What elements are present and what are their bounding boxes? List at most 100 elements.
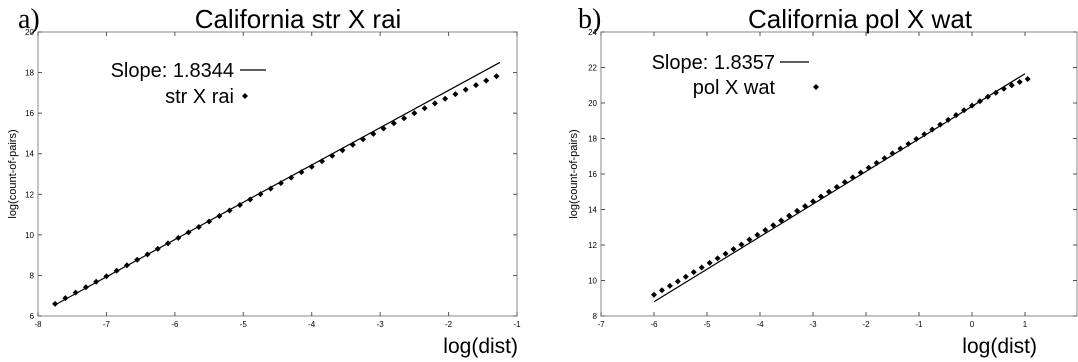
panel-b-data-point xyxy=(786,212,793,219)
panel-b-data-point xyxy=(841,179,848,186)
panel-b-x-axis-label: log(dist) xyxy=(962,335,1037,358)
panel-b-data-point xyxy=(857,169,864,176)
panel-a-data-point xyxy=(298,169,305,176)
panel-a-x-tick-label: -3 xyxy=(377,320,385,329)
panel-b-y-axis-label: log(count-of-pairs) xyxy=(568,129,580,218)
panel-b-data-point xyxy=(778,217,785,224)
panel-a-data-point xyxy=(452,91,459,98)
panel-a-data-point xyxy=(308,163,315,170)
panel-b-fit-line xyxy=(653,73,1026,303)
panel-a-y-tick-label: 14 xyxy=(25,150,34,159)
panel-a-data-point xyxy=(236,202,243,209)
panel-a-data-point xyxy=(175,234,182,241)
panel-b-data-point xyxy=(658,287,665,294)
panel-b-y-tick-label: 18 xyxy=(588,135,597,144)
panel-a-data-point xyxy=(390,120,397,127)
panel-a-data-point xyxy=(195,223,202,230)
panel-a-data-point xyxy=(206,218,213,225)
panel-b-x-tick-label: -4 xyxy=(756,320,764,329)
panel-a-x-tick-label: -5 xyxy=(240,320,248,329)
panel-a-data-point xyxy=(247,196,254,203)
panel-b-legend-points-label: pol X wat xyxy=(693,77,776,99)
panel-a-data-point xyxy=(360,136,367,143)
panel-b-data-point xyxy=(1008,82,1015,89)
panel-b-data-point xyxy=(810,198,816,205)
panel-b-data-point xyxy=(706,259,713,266)
panel-b-data-point xyxy=(961,107,968,114)
panel-b-legend-points-sample xyxy=(813,84,819,90)
panel-a-x-tick-label: -6 xyxy=(171,320,179,329)
panel-b-data-point xyxy=(674,278,681,285)
panel-b-data-point xyxy=(937,121,944,128)
panel-a-x-axis-label: log(dist) xyxy=(443,335,518,358)
panel-b-data-point xyxy=(865,164,872,171)
panel-a-data-point xyxy=(462,86,469,93)
panel-a-data-point xyxy=(185,229,192,236)
panel-b-data-point xyxy=(770,222,777,229)
panel-a-y-tick-label: 16 xyxy=(25,109,34,118)
panel-a-legend-points-label: str X rai xyxy=(165,86,234,108)
panel-b-data-point xyxy=(1024,76,1031,83)
panel-a-data-point xyxy=(277,180,284,187)
panel-a-data-point xyxy=(257,191,264,198)
panel-b-data-point xyxy=(714,255,721,262)
panel-b-data-point xyxy=(698,264,705,271)
panel-a-data-point xyxy=(411,110,418,117)
panel-b-data-point xyxy=(722,250,729,257)
panel-b-x-tick-label: -5 xyxy=(703,320,711,329)
panel-a-data-point xyxy=(442,95,449,102)
panel-a-data-point xyxy=(113,267,120,274)
panel-b-panel-tag: b) xyxy=(578,4,601,35)
panel-b-y-tick-label: 20 xyxy=(588,99,597,108)
panel-b-legend-line-label: Slope: 1.8357 xyxy=(652,52,775,74)
panel-b-data-point xyxy=(682,273,689,280)
panel-a-data-point xyxy=(339,147,346,154)
panel-a-data-point xyxy=(431,100,438,107)
panel-b-x-tick-label: 0 xyxy=(970,320,975,329)
panel-a-data-point xyxy=(288,174,295,181)
panel-a-data-point xyxy=(493,73,500,80)
panel-b-data-point xyxy=(1000,85,1007,92)
panel-b-data-point xyxy=(651,291,657,298)
panel-b-data-point xyxy=(1016,79,1023,86)
panel-b-data-point xyxy=(889,150,896,157)
panel-a-data-point xyxy=(52,300,59,307)
panel-b-data-point xyxy=(905,140,912,147)
panel-a-data-point xyxy=(370,130,377,137)
panel-b-y-tick-label: 12 xyxy=(588,241,597,250)
panel-b-data-point xyxy=(929,126,936,133)
panel-b-data-point xyxy=(984,93,991,100)
panel-b-data-point xyxy=(833,183,840,190)
panel-b-data-point xyxy=(802,203,809,210)
panel-b-y-tick-label: 24 xyxy=(588,28,597,37)
panel-b-x-tick-label: -3 xyxy=(809,320,817,329)
panel-a-plot-frame xyxy=(37,31,518,317)
panel-b-x-tick-label: -7 xyxy=(597,320,605,329)
panel-b-data-point xyxy=(945,116,952,123)
panel-b-y-tick-label: 22 xyxy=(588,64,597,73)
panel-a-panel-tag: a) xyxy=(18,4,40,35)
panel-b-data-point xyxy=(825,188,832,195)
panel-a-data-point xyxy=(144,251,151,258)
panel-a-data-point xyxy=(267,185,274,192)
panel-a-x-tick-label: -2 xyxy=(445,320,453,329)
panel-a-data-point xyxy=(82,284,89,291)
panel-a-data-point xyxy=(93,278,100,285)
panel-b-x-tick-label: 1 xyxy=(1023,320,1028,329)
panel-a-y-tick-label: 18 xyxy=(25,69,34,78)
panel-a-x-tick-label: -8 xyxy=(34,320,42,329)
panel-a-data-point xyxy=(165,240,172,247)
panel-a-y-tick-label: 10 xyxy=(25,231,34,240)
panel-b-x-tick-label: -2 xyxy=(862,320,870,329)
panel-a-legend-line-label: Slope: 1.8344 xyxy=(111,60,234,82)
panel-a-data-point xyxy=(380,125,387,132)
panel-b-y-tick-label: 14 xyxy=(588,206,597,215)
panel-b-data-point xyxy=(666,282,673,289)
panel-a-data-point xyxy=(123,262,130,269)
panel-a-data-point xyxy=(103,273,110,280)
panel-a-data-point xyxy=(154,245,161,252)
panel-a-title: California str X rai xyxy=(195,4,402,34)
panel-a-data-point xyxy=(472,82,479,89)
panel-a-data-point xyxy=(421,105,428,112)
